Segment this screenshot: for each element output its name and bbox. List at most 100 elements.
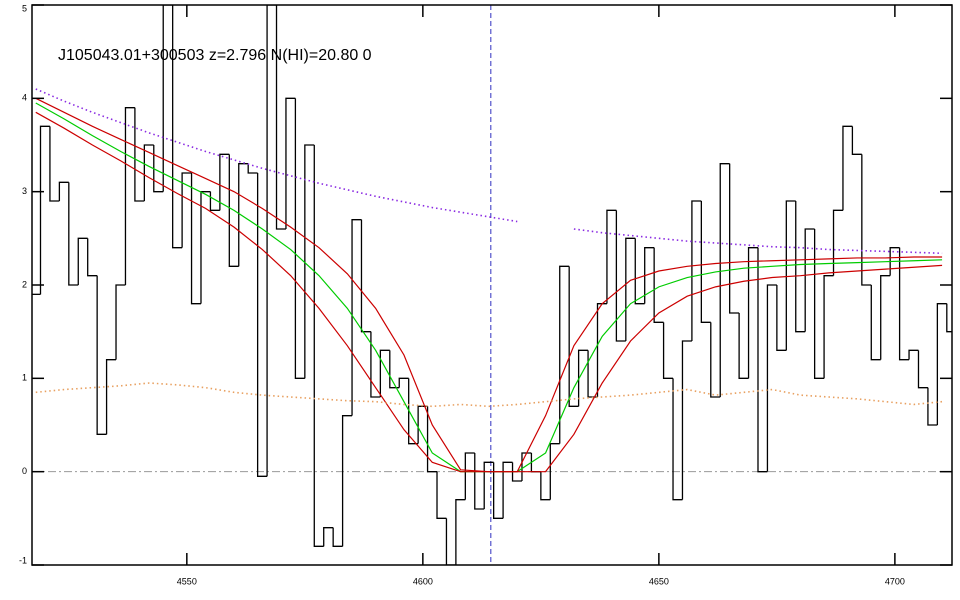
dotted-curve [35,88,943,255]
flux-step [804,228,815,332]
flux-step [738,313,749,379]
flux-step [766,284,777,472]
x-tick-label: 4550 [177,576,197,586]
flux-step [729,163,740,314]
flux-step [606,209,617,304]
flux-step [672,378,683,501]
flux-step [247,163,258,174]
flux-step [870,285,881,361]
flux-step [181,172,192,248]
flux-step [275,5,286,230]
flux-step [219,153,230,211]
flux-step [832,209,843,276]
flux-step [266,5,277,477]
plot-area [32,5,952,565]
flux-step [502,461,513,519]
flux-step [398,377,409,388]
flux-step [946,303,952,333]
flux-step [936,303,947,425]
flux-step [379,349,390,397]
flux-step [294,98,305,379]
flux-step [455,499,466,565]
flux-step [795,201,806,333]
y-tick-label: -1 [19,555,27,565]
flux-step [408,378,419,445]
flux-step [360,219,371,333]
flux-step [917,350,928,389]
flux-step [313,145,324,547]
flux-step [625,237,636,341]
flux-step [927,387,938,426]
flux-step [351,219,362,416]
flux-step [49,126,60,202]
flux-step [861,154,872,286]
flux-step [445,518,456,565]
flux-step [426,406,438,473]
x-tick-label: 4600 [413,576,433,586]
flux-step [880,275,891,360]
flux-step [681,340,692,500]
flux-step [710,322,721,398]
flux-step [634,238,645,305]
flux-step [568,266,579,407]
flux-step [577,349,589,407]
flux-step [96,275,107,435]
flux-step [464,452,475,500]
flux-step [370,331,381,398]
flux-step [662,322,674,379]
flux-step [615,210,626,342]
x-tick-label: 4700 [885,576,905,586]
flux-step [256,173,268,477]
flux-step [898,247,910,361]
x-tick-label: 4650 [649,576,669,586]
y-tick-label: 1 [22,373,27,383]
flux-step [549,443,560,500]
flux-step [153,145,164,193]
flux-step [776,285,787,351]
model-curve [35,111,943,473]
flux-step [540,471,551,501]
flux-step [134,107,145,202]
y-tick-label: 2 [22,279,27,289]
flux-step [124,107,135,285]
flux-step [323,527,334,547]
flux-step [559,265,570,444]
flux-step [511,462,522,482]
flux-step [58,181,69,201]
dotted-curve [35,382,943,408]
flux-step [493,462,504,519]
flux-step [596,303,607,397]
flux-step [115,284,126,360]
y-tick-label: 4 [22,93,27,103]
flux-step [785,200,796,351]
flux-step [190,173,201,305]
flux-step [436,471,447,519]
flux-step [332,527,343,547]
flux-step [813,229,825,379]
flux-step [68,182,79,286]
flux-step [105,359,117,435]
flux-step [747,247,758,379]
flux-step [238,163,249,267]
flux-step [87,238,98,277]
flux-step [341,415,353,547]
flux-step [228,154,239,267]
flux-step [143,144,154,201]
flux-step [889,247,900,276]
flux-step [172,5,183,249]
chart-title: J105043.01+300503 z=2.796 N(HI)=20.80 0 [58,47,372,64]
flux-step [39,125,50,295]
flux-step [719,163,730,397]
flux-step [209,191,220,211]
flux-step [285,97,296,229]
flux-step [304,144,315,379]
flux-step [77,237,88,285]
flux-step [823,275,834,379]
y-tick-label: 5 [22,3,27,13]
y-tick-label: 3 [22,186,27,196]
flux-step [842,125,853,211]
flux-step [757,247,768,473]
y-tick-label: 0 [22,466,27,476]
